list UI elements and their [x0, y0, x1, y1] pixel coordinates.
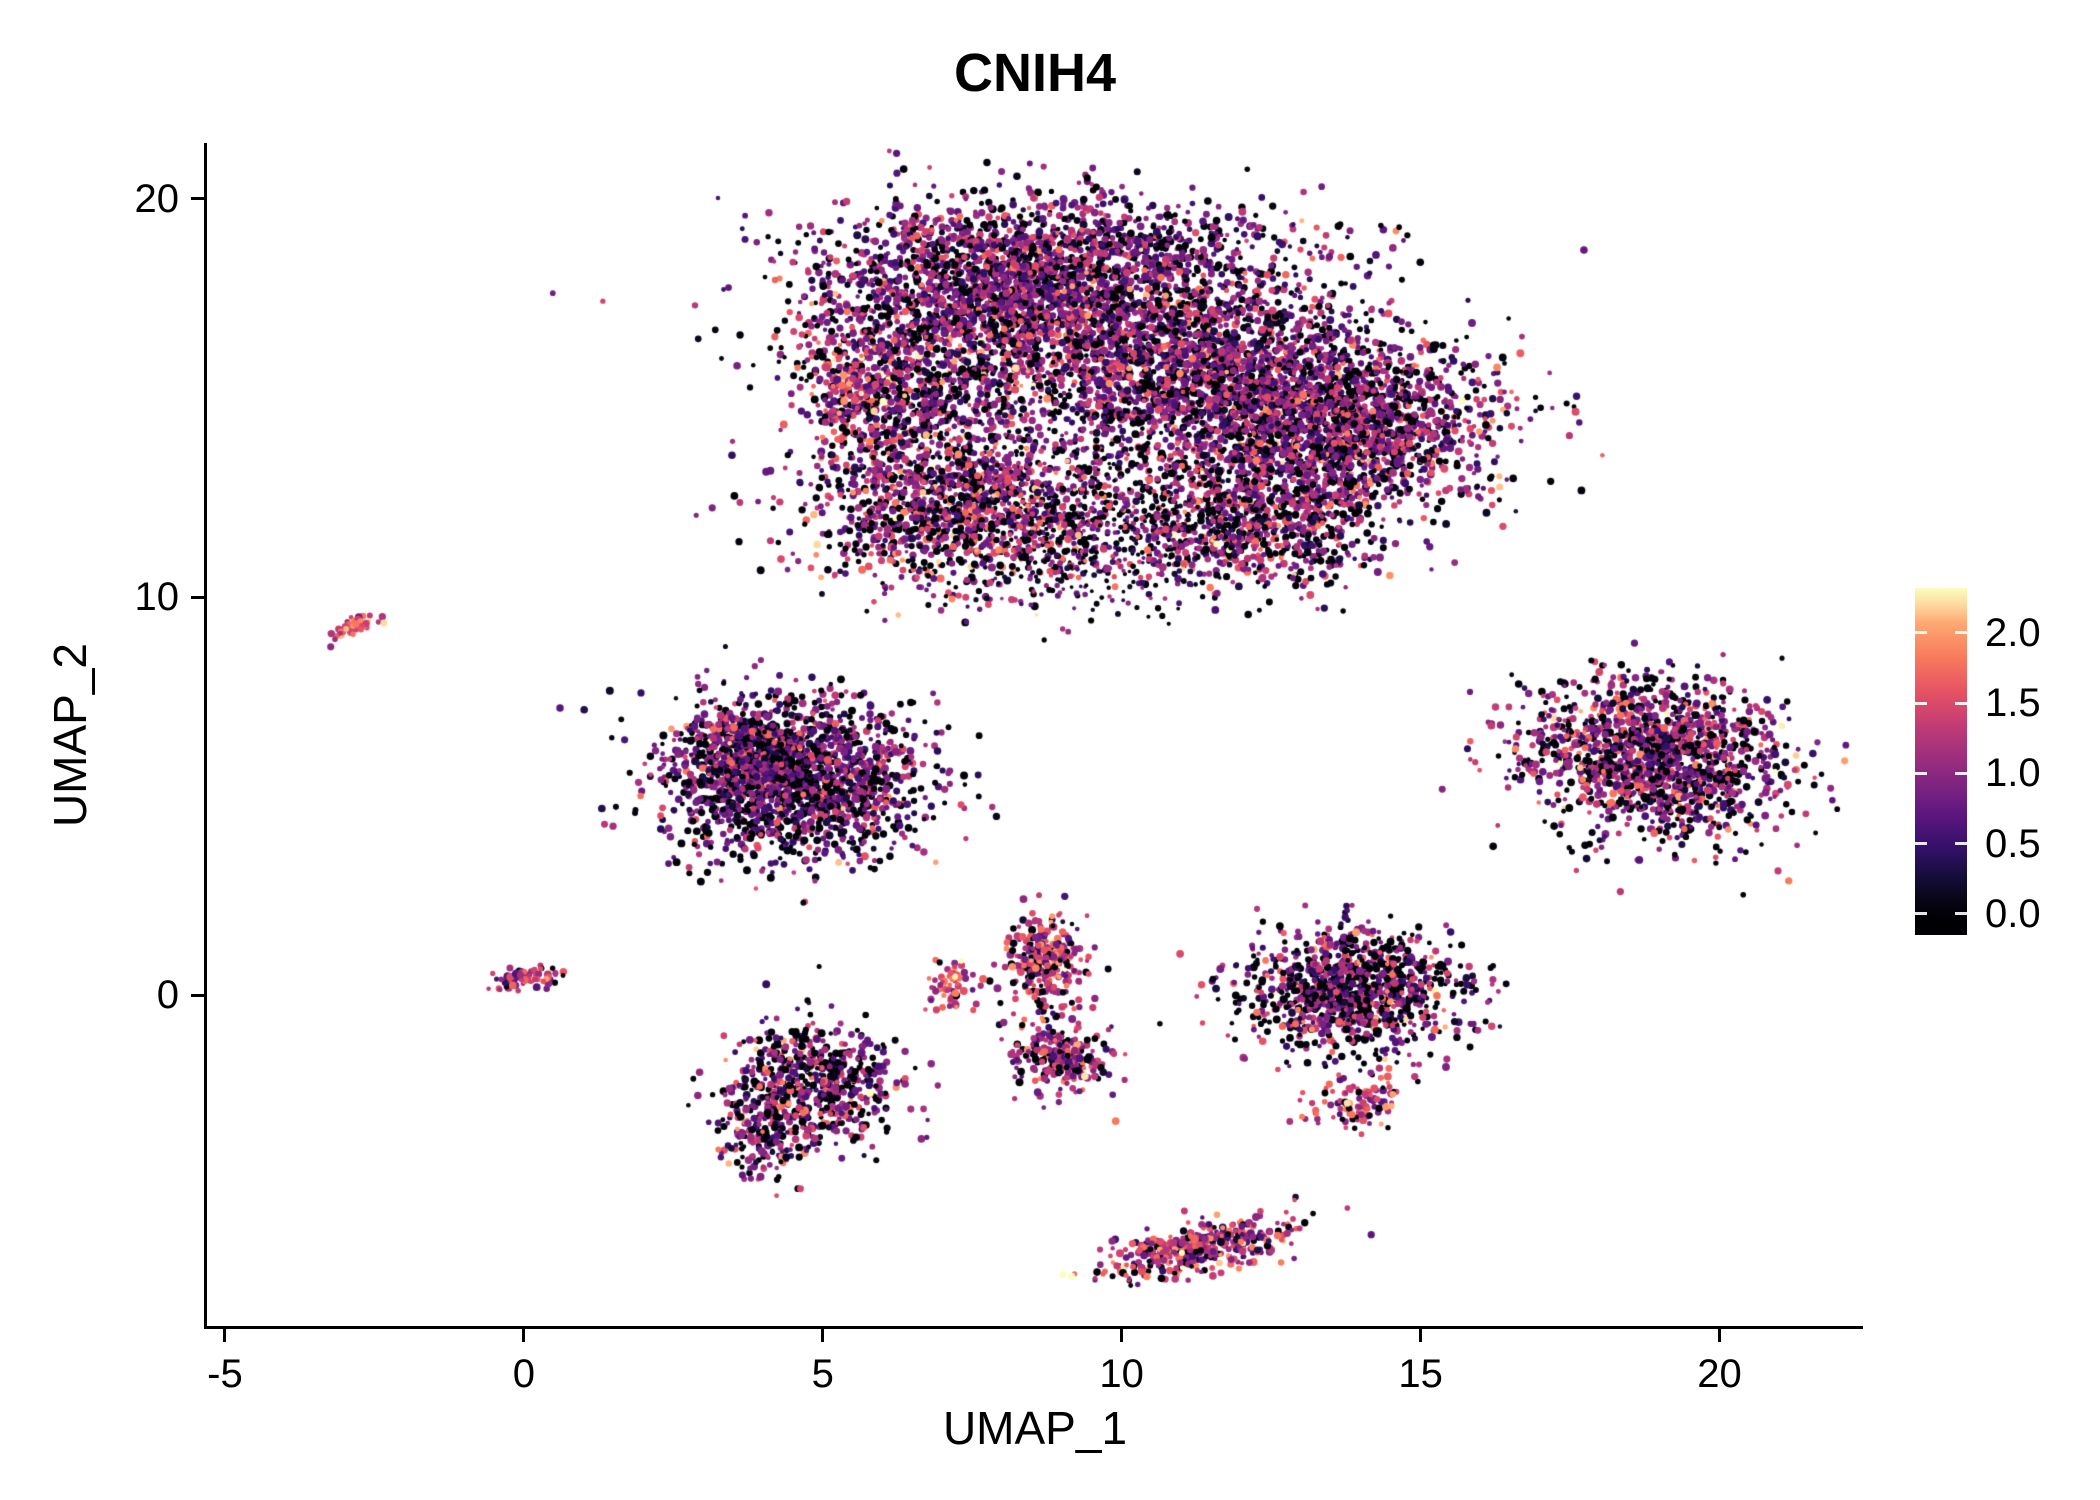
y-axis-title: UMAP_2 [44, 642, 96, 828]
legend-gradient-bar [1915, 588, 1967, 935]
plot-title: CNIH4 [953, 43, 1117, 103]
x-axis-title: UMAP_1 [942, 1402, 1128, 1454]
